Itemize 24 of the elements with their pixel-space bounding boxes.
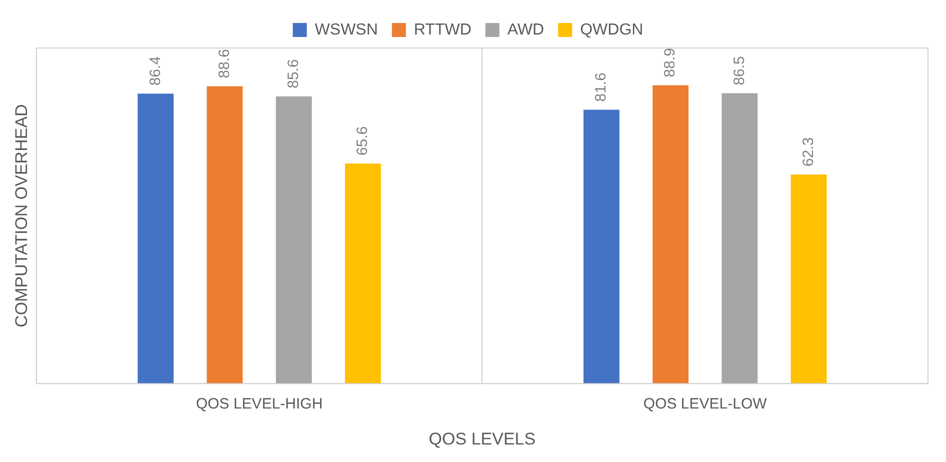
bar: [583, 110, 620, 384]
data-label: 81.6: [592, 72, 610, 102]
bar: [790, 174, 827, 384]
bar: [722, 93, 758, 384]
data-label: 85.6: [284, 59, 302, 88]
bar: [344, 163, 381, 384]
x-axis-title: QOS LEVELS: [428, 429, 536, 448]
data-label: 62.3: [800, 137, 817, 167]
data-label: 86.5: [730, 56, 748, 86]
bar: [652, 85, 689, 384]
legend-label: QWDGN: [580, 21, 644, 38]
x-tick-label: QOS LEVEL-LOW: [643, 396, 768, 413]
bar: [206, 86, 243, 384]
data-label: 88.9: [662, 48, 679, 78]
legend-label: RTTWD: [414, 21, 472, 38]
x-tick-label: QOS LEVEL-HIGH: [196, 396, 323, 413]
data-label: 86.4: [146, 56, 164, 86]
legend-label: AWD: [507, 21, 544, 38]
bar: [138, 94, 174, 384]
y-axis-title: COMPUTATION OVERHEAD: [12, 104, 31, 328]
data-label: 65.6: [354, 126, 372, 156]
legend-label: WSWSN: [314, 21, 378, 38]
bar: [276, 96, 312, 384]
data-label: 88.6: [216, 49, 233, 78]
